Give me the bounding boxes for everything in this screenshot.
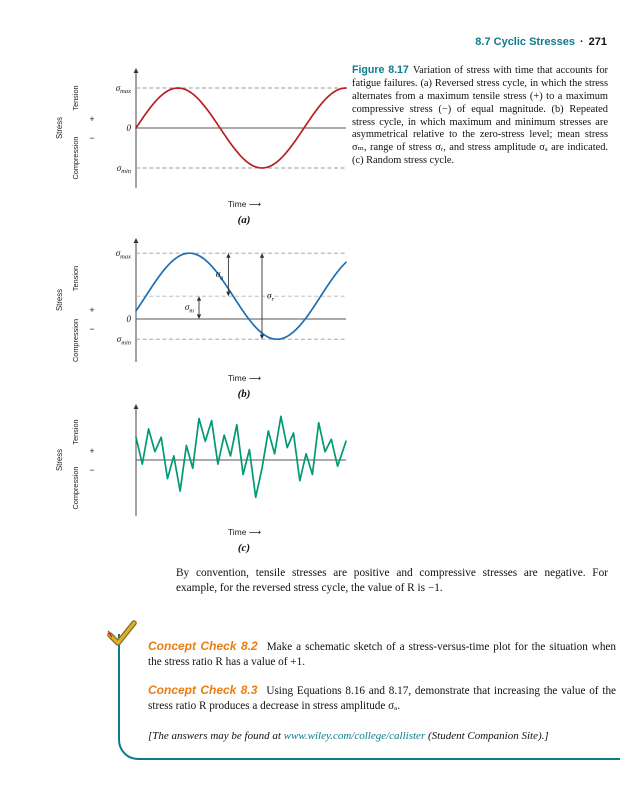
- concept-check-item: Concept Check 8.2 Make a schematic sketch…: [148, 638, 616, 671]
- answers-note: [The answers may be found at www.wiley.c…: [148, 730, 616, 742]
- time-label-text: Time: [227, 199, 247, 209]
- x-axis-label-c: Time ⟶: [52, 527, 352, 538]
- stress-time-plot-slot-c: Stress Tension Compression + −: [52, 398, 352, 526]
- check-icon: [107, 620, 137, 646]
- stress-time-plot-slot-b: Stress Tension Compression + − σmax 0 σmin σa σr σ…: [52, 232, 352, 372]
- stress-time-plot-slot-a: Stress Tension Compression + − σmax 0 σmin: [52, 62, 352, 198]
- figure-caption: Figure 8.17 Variation of stress with time…: [352, 64, 608, 168]
- svg-text:σmin: σmin: [117, 334, 131, 346]
- svg-text:−: −: [89, 133, 94, 143]
- chart-panel-a: Stress Tension Compression + − σmax 0 σmin Time…: [52, 62, 352, 226]
- chart-panel-b: Stress Tension Compression + − σmax 0 σmin σa σr σ…: [52, 232, 352, 400]
- stress-time-plot-c: Stress Tension Compression + −: [55, 404, 347, 516]
- panel-letter-a: (a): [237, 214, 251, 226]
- x-axis-label-a: Time ⟶: [52, 199, 352, 210]
- svg-text:+: +: [89, 446, 94, 456]
- concept-check-item: Concept Check 8.3 Using Equations 8.16 an…: [148, 682, 616, 715]
- svg-text:0: 0: [127, 314, 132, 324]
- right-arrow-icon: ⟶: [248, 373, 261, 383]
- svg-text:σa: σa: [216, 269, 224, 281]
- svg-text:Stress: Stress: [55, 117, 64, 139]
- svg-text:0: 0: [127, 123, 132, 133]
- concept-check-icon: [106, 620, 138, 648]
- svg-text:σmax: σmax: [116, 248, 131, 260]
- chart-panel-c: Stress Tension Compression + − Time ⟶ (c): [52, 398, 352, 554]
- section-title: 8.7 Cyclic Stresses: [475, 36, 575, 48]
- svg-text:Compression: Compression: [71, 319, 80, 362]
- page-number: 271: [588, 36, 607, 48]
- svg-text:Tension: Tension: [71, 419, 80, 444]
- time-label-text: Time: [227, 373, 247, 383]
- stress-time-plot-b: Stress Tension Compression + − σmax 0 σmin σa σr σ…: [55, 238, 347, 362]
- svg-text:Stress: Stress: [55, 449, 64, 471]
- body-paragraph: By convention, tensile stresses are posi…: [176, 567, 608, 595]
- stress-time-plot-a: Stress Tension Compression + − σmax 0 σmin: [55, 68, 347, 188]
- svg-text:σmax: σmax: [116, 83, 131, 95]
- figure-caption-text: Variation of stress with time that accou…: [352, 65, 608, 167]
- svg-text:Tension: Tension: [71, 85, 80, 110]
- right-arrow-icon: ⟶: [248, 527, 261, 537]
- concept-check-body: Make a schematic sketch of a stress-vers…: [148, 641, 616, 669]
- time-label-text: Time: [227, 527, 247, 537]
- companion-site-link[interactable]: www.wiley.com/college/callister: [283, 729, 426, 742]
- answers-suffix: (Student Companion Site).]: [425, 729, 549, 742]
- svg-text:Stress: Stress: [55, 289, 64, 311]
- svg-text:σm: σm: [185, 302, 194, 314]
- svg-text:σmin: σmin: [117, 163, 131, 175]
- svg-text:−: −: [89, 465, 94, 475]
- separator-dot: ·: [579, 36, 584, 48]
- figure-label: Figure 8.17: [352, 64, 409, 76]
- panel-letter-b: (b): [237, 388, 251, 400]
- running-header: 8.7 Cyclic Stresses · 271: [475, 36, 607, 48]
- concept-check-box: Concept Check 8.2 Make a schematic sketch…: [107, 620, 620, 760]
- right-arrow-icon: ⟶: [248, 199, 261, 209]
- answers-prefix: [The answers may be found at: [148, 729, 284, 742]
- svg-text:+: +: [89, 305, 94, 315]
- svg-text:−: −: [89, 324, 94, 334]
- concept-check-title: Concept Check 8.3: [148, 682, 258, 697]
- x-axis-label-b: Time ⟶: [52, 373, 352, 384]
- concept-check-body: Using Equations 8.16 and 8.17, demonstra…: [148, 684, 616, 713]
- svg-text:Tension: Tension: [71, 266, 80, 291]
- svg-text:σr: σr: [267, 291, 274, 303]
- svg-text:+: +: [89, 114, 94, 124]
- concept-check-title: Concept Check 8.2: [148, 639, 258, 653]
- panel-letter-c: (c): [237, 542, 251, 554]
- svg-text:Compression: Compression: [71, 137, 80, 180]
- svg-text:Compression: Compression: [71, 467, 80, 510]
